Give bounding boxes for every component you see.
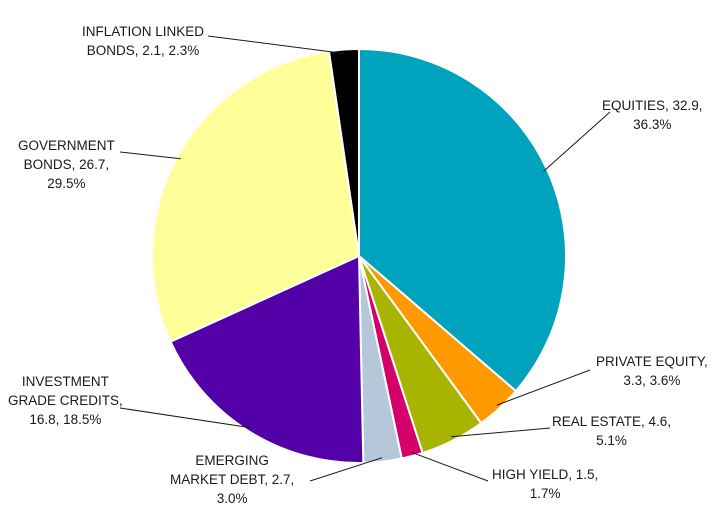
- leader-line-government-bonds: [119, 151, 181, 160]
- slice-label-line: REAL ESTATE, 4.6,: [552, 414, 672, 429]
- pie-slices: [151, 47, 567, 464]
- slice-label-line: BONDS, 2.1, 2.3%: [86, 43, 200, 58]
- slice-label-line: EMERGING: [195, 453, 269, 468]
- leader-line-high-yield: [411, 451, 489, 482]
- pie-slice-government-bonds: [151, 50, 361, 343]
- slice-label-private-equity: PRIVATE EQUITY, 3.3, 3.6%: [596, 352, 708, 390]
- leader-line-emerging-market-debt: [309, 457, 383, 482]
- pie-slice-equities: [358, 47, 567, 393]
- slice-label-line: 5.1%: [596, 433, 627, 448]
- slice-label-line: GOVERNMENT: [18, 138, 115, 153]
- slice-label-government-bonds: GOVERNMENT BONDS, 26.7, 29.5%: [18, 136, 115, 193]
- slice-label-real-estate: REAL ESTATE, 4.6, 5.1%: [552, 412, 671, 450]
- slice-label-emerging-market-debt: EMERGING MARKET DEBT, 2.7, 3.0%: [170, 451, 294, 508]
- slice-label-line: 3.0%: [216, 491, 248, 506]
- slice-label-line: INVESTMENT: [21, 374, 109, 389]
- slice-label-line: 1.7%: [529, 486, 561, 501]
- slice-label-line: HIGH YIELD, 1.5,: [492, 467, 599, 482]
- pie-slice-investment-grade-credits: [169, 254, 365, 464]
- slice-label-line: 36.3%: [633, 117, 672, 132]
- leader-line-equities: [543, 111, 611, 172]
- leader-line-inflation-linked-bonds: [207, 35, 345, 54]
- slice-label-equities: EQUITIES, 32.9, 36.3%: [602, 96, 703, 134]
- slice-label-investment-grade-credits: INVESTMENT GRADE CREDITS, 16.8, 18.5%: [8, 372, 123, 429]
- leader-line-investment-grade-credits: [119, 407, 251, 429]
- slice-label-line: 3.3, 3.6%: [623, 373, 681, 388]
- leader-lines: [119, 35, 611, 482]
- slice-label-line: BONDS, 26.7,: [23, 157, 110, 172]
- slice-label-line: PRIVATE EQUITY,: [596, 354, 708, 369]
- slice-label-line: EQUITIES, 32.9,: [602, 98, 703, 113]
- slice-label-inflation-linked-bonds: INFLATION LINKED BONDS, 2.1, 2.3%: [82, 22, 204, 60]
- leader-line-real-estate: [451, 427, 551, 438]
- slice-label-line: INFLATION LINKED: [82, 24, 205, 39]
- slice-label-line: GRADE CREDITS,: [8, 393, 123, 408]
- slice-label-line: 16.8, 18.5%: [29, 412, 102, 427]
- slice-label-high-yield: HIGH YIELD, 1.5, 1.7%: [492, 465, 598, 503]
- slice-label-line: 29.5%: [47, 176, 86, 191]
- leader-line-private-equity: [496, 369, 591, 406]
- slice-label-line: MARKET DEBT, 2.7,: [170, 472, 295, 487]
